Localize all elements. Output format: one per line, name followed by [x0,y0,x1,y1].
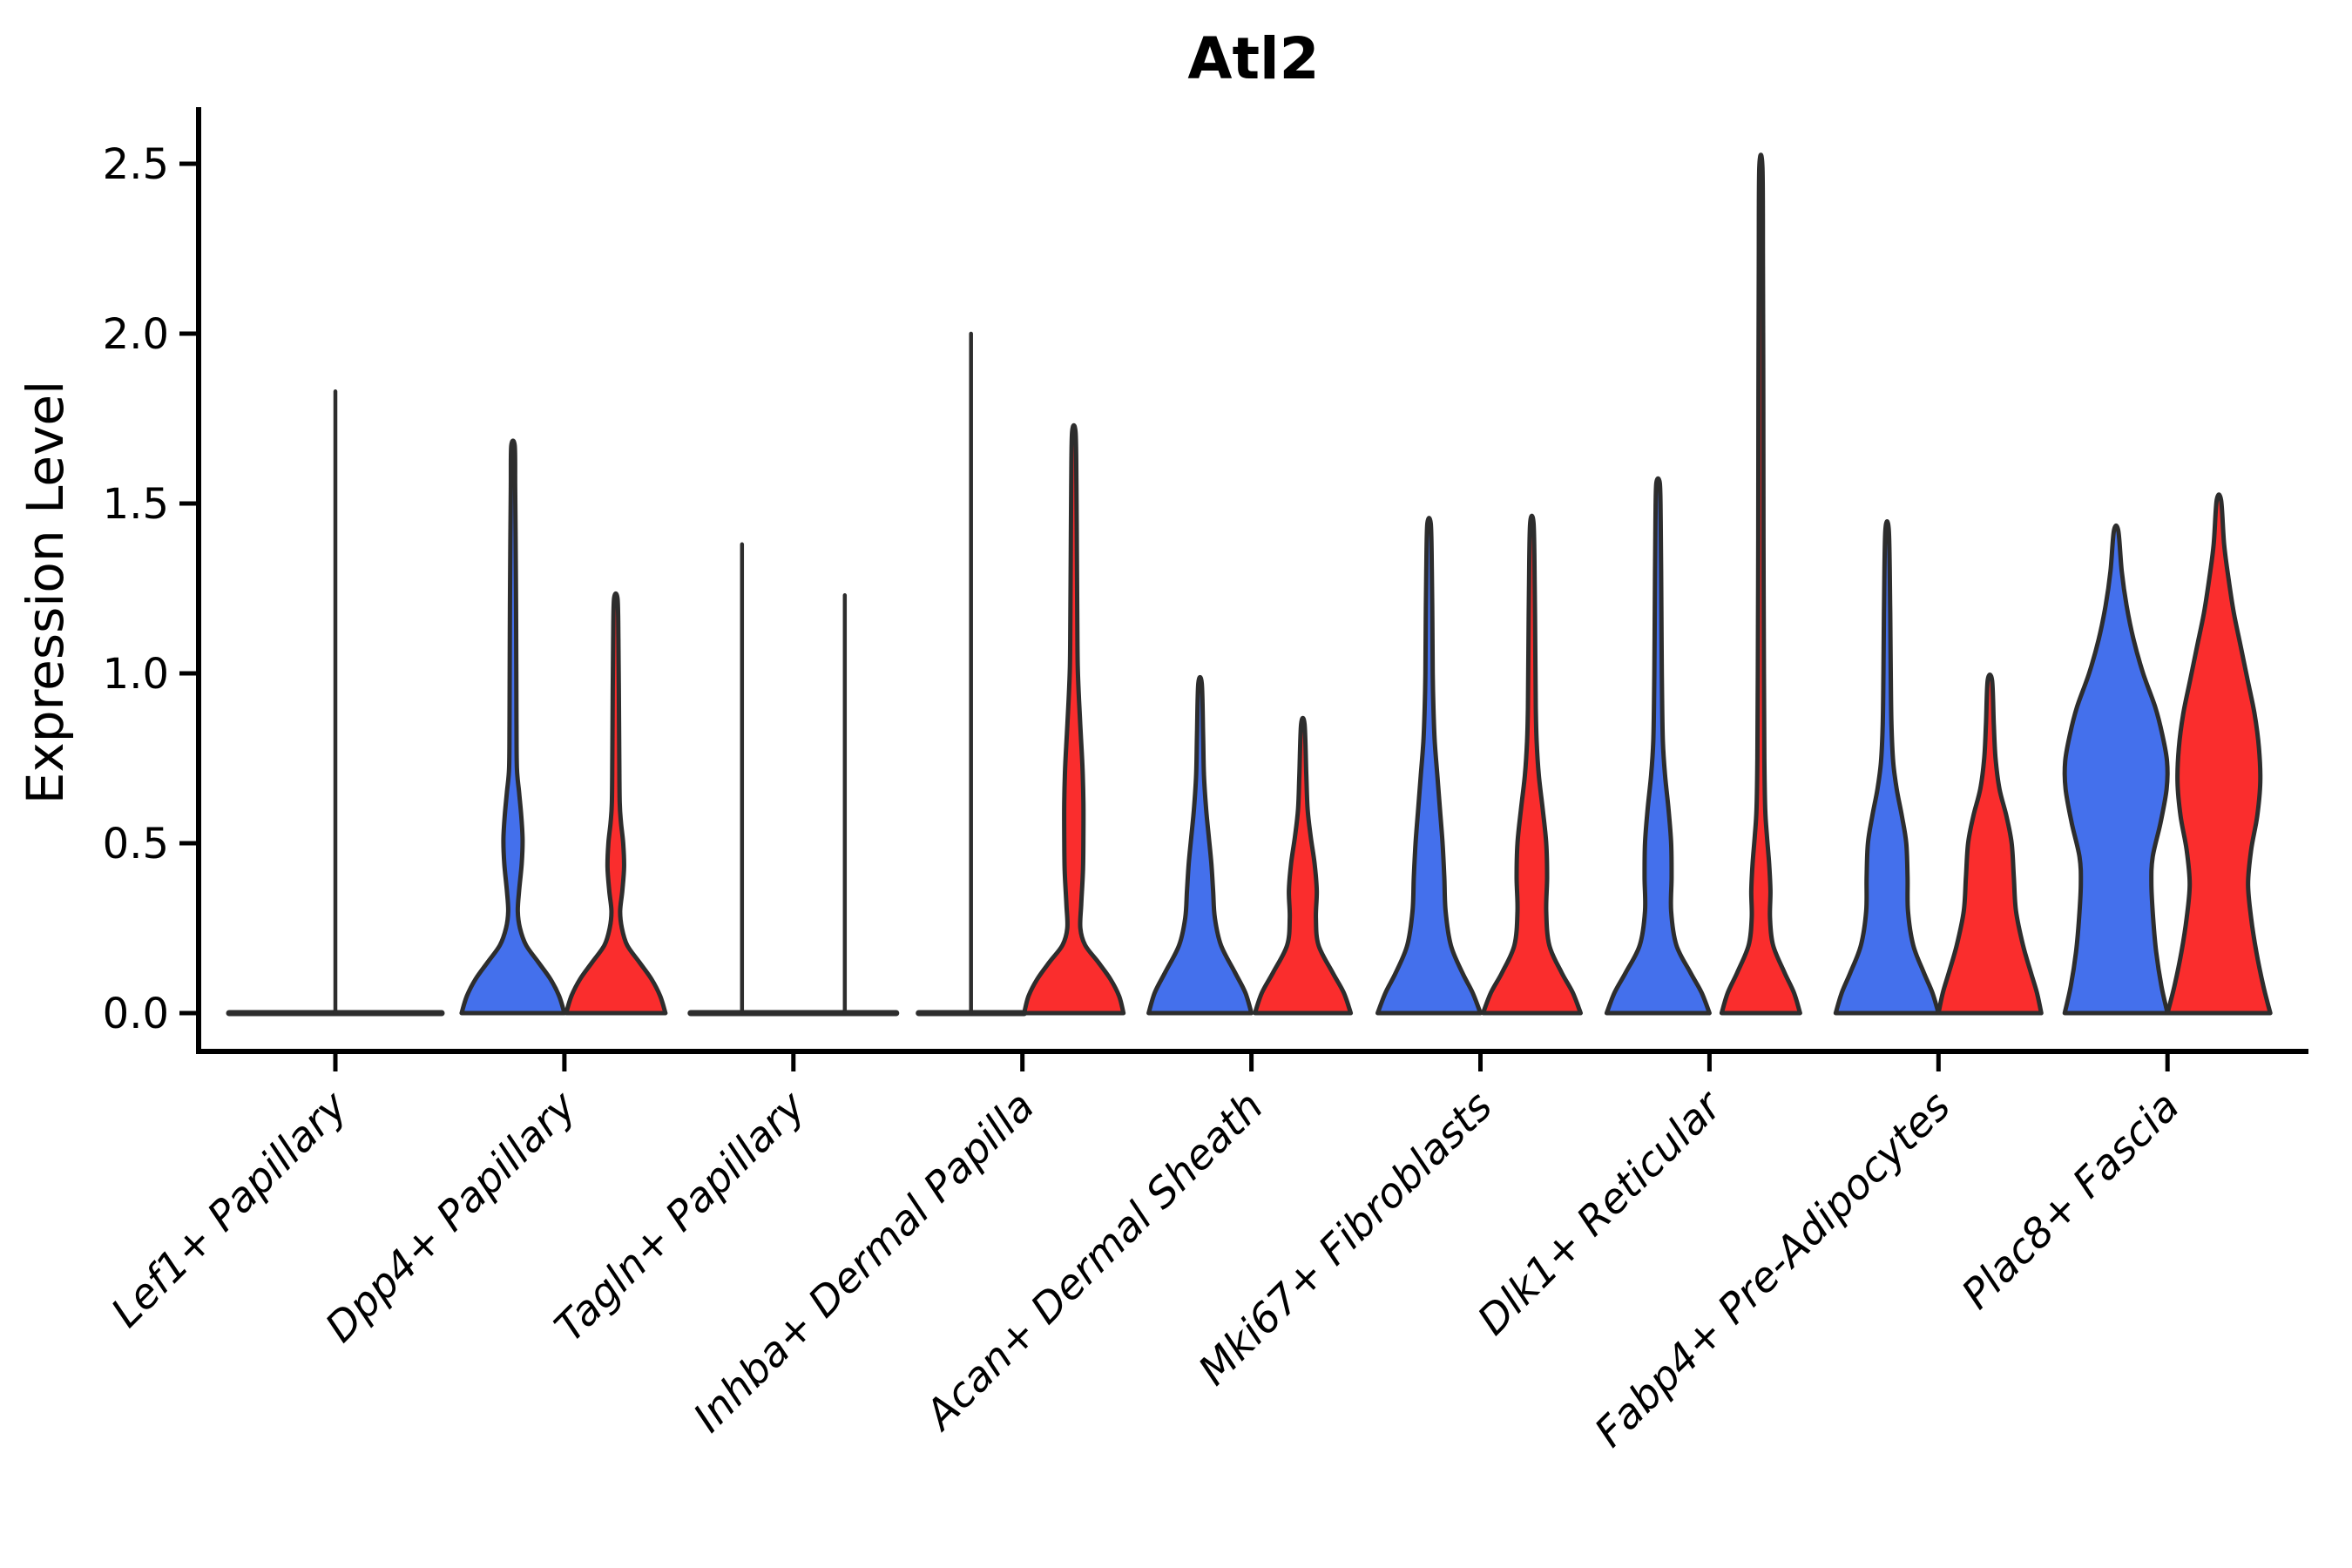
x-tick-label: Dlk1+ Reticular [1469,1081,1733,1345]
y-axis-label: Expression Level [16,381,75,804]
y-tick-label: 1.5 [103,480,169,529]
violin-blue [1146,674,1254,1016]
violin-red [1481,513,1583,1016]
violin-blue [2062,523,2170,1016]
y-tick-label: 0.5 [103,820,169,868]
violin-red [1936,672,2044,1016]
y-tick-label: 2.0 [103,310,169,359]
violin-red [1253,715,1354,1016]
y-tick-label: 0.0 [103,990,169,1038]
y-tick-label: 2.5 [103,140,169,189]
violins-layer [226,152,2273,1017]
violin-blue [1375,516,1483,1016]
violin-blue [459,438,567,1016]
violin-red [2165,492,2273,1016]
violin-blue [1833,518,1941,1016]
violin-blue [1604,476,1712,1016]
chart-title: Atl2 [1187,25,1319,92]
x-tick-label: Tagln+ Papillary [546,1082,816,1352]
x-tick-label: Lef1+ Papillary [102,1082,357,1337]
axes-layer [179,107,2308,1071]
x-tick-label: Dpp4+ Papillary [316,1082,586,1352]
y-tick-label: 1.0 [103,650,169,699]
violin-red [564,591,668,1016]
violin-red [1719,152,1802,1016]
violin-red [1022,422,1126,1016]
x-tick-label: Plac8+ Fascia [1953,1083,2189,1319]
